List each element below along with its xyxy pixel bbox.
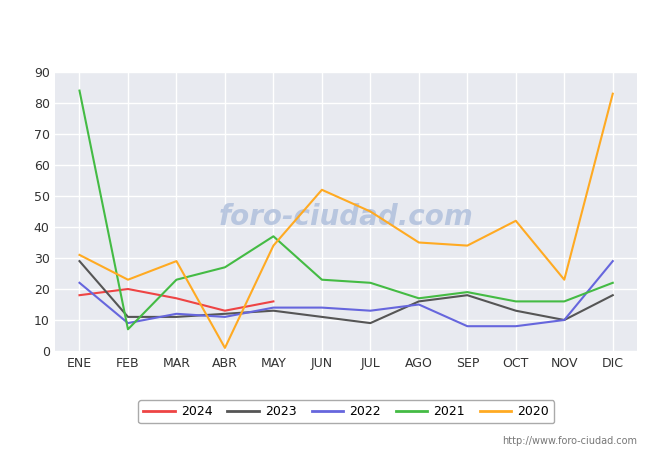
Text: Matriculaciones de Vehiculos en San Martín del Rey Aurelio: Matriculaciones de Vehiculos en San Mart… — [87, 14, 563, 29]
Text: foro-ciudad.com: foro-ciudad.com — [219, 203, 473, 231]
Text: http://www.foro-ciudad.com: http://www.foro-ciudad.com — [502, 436, 637, 446]
Legend: 2024, 2023, 2022, 2021, 2020: 2024, 2023, 2022, 2021, 2020 — [138, 400, 554, 423]
